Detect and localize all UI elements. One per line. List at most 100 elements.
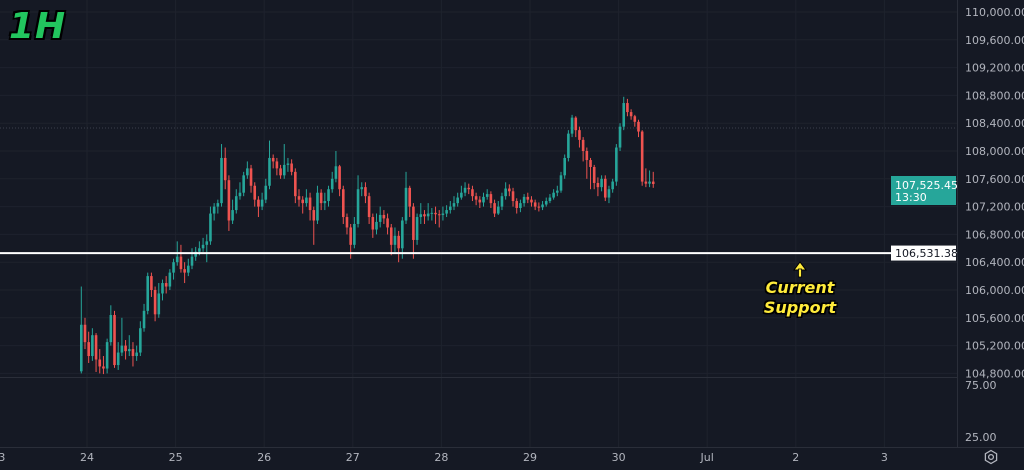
candle-body: [537, 206, 541, 208]
candle-body: [356, 189, 360, 224]
candle: [445, 205, 448, 218]
candle: [150, 272, 153, 297]
price-tick-label: 106,400.00: [965, 256, 1024, 269]
candle: [585, 147, 589, 179]
candle: [242, 171, 245, 197]
candle: [253, 182, 257, 207]
candle-body: [489, 194, 493, 204]
candle: [471, 185, 474, 202]
candle-body: [83, 324, 87, 343]
candle-body: [297, 196, 301, 200]
candle: [581, 137, 585, 162]
candle: [83, 317, 87, 350]
candle-body: [257, 199, 260, 207]
candle-body: [231, 210, 234, 221]
candle: [168, 269, 172, 290]
candle-body: [183, 269, 186, 273]
price-tick-label: 105,600.00: [965, 312, 1024, 325]
candle-body: [209, 213, 212, 242]
candle-body: [386, 218, 389, 228]
candle: [578, 126, 581, 148]
candle-body: [131, 349, 135, 357]
price-tick-label: 108,400.00: [965, 117, 1024, 130]
candle: [511, 187, 515, 207]
candle: [190, 248, 194, 270]
candle: [404, 171, 408, 224]
candle: [423, 210, 426, 224]
candle: [279, 164, 282, 179]
candle-body: [522, 196, 526, 204]
candle-body: [556, 190, 559, 193]
candle-body: [312, 210, 316, 221]
candle: [120, 317, 124, 357]
candle: [205, 234, 209, 263]
candle-body: [530, 199, 533, 203]
candle-body: [223, 157, 227, 181]
time-tick-label: 2: [792, 451, 799, 464]
candle: [297, 189, 301, 207]
candle-body: [279, 168, 282, 176]
candle-body: [120, 345, 124, 353]
candle-body: [367, 196, 371, 218]
candle: [264, 178, 268, 204]
candle: [364, 182, 367, 204]
candle: [437, 210, 441, 228]
candle-body: [253, 185, 257, 200]
candle: [146, 272, 150, 315]
candle-body: [249, 168, 253, 186]
candle: [537, 202, 541, 212]
candle-body: [541, 204, 544, 208]
candle-body: [349, 227, 352, 245]
candle: [327, 185, 330, 207]
candle-body: [640, 131, 644, 182]
candle-body: [478, 199, 482, 203]
candle: [249, 164, 253, 193]
candle-body: [234, 196, 238, 211]
candle-body: [268, 157, 271, 186]
candle: [378, 206, 382, 228]
candle: [449, 201, 452, 214]
candle: [519, 199, 522, 213]
candle: [485, 189, 489, 200]
candle: [651, 171, 655, 188]
candle-body: [109, 315, 113, 343]
candle: [482, 192, 485, 207]
candle-body: [603, 178, 607, 198]
candle-body: [485, 194, 489, 197]
candle-body: [246, 168, 249, 176]
candle: [257, 196, 260, 218]
candle-body: [419, 214, 423, 218]
candle: [637, 119, 640, 138]
candle-body: [578, 130, 581, 140]
candle-body: [105, 342, 109, 369]
candle-body: [216, 203, 220, 207]
gear-icon[interactable]: [983, 449, 999, 465]
candle-body: [552, 192, 555, 198]
time-axis[interactable]: 2324252627282930Jul23: [0, 451, 888, 464]
candle: [227, 175, 231, 231]
candle: [246, 161, 249, 179]
candle-body: [220, 157, 223, 204]
time-tick-label: Jul: [700, 451, 714, 464]
candle-body: [150, 276, 153, 290]
candle-body: [341, 189, 345, 218]
candle: [286, 157, 290, 172]
candle: [648, 170, 651, 188]
candle: [611, 178, 614, 193]
price-axis[interactable]: 110,000.00 109,600.00 109,200.00 108,800.00…: [965, 6, 1024, 380]
candle: [441, 206, 445, 221]
candle: [508, 184, 511, 197]
candle-body: [264, 185, 268, 200]
timeframe-label: 1H: [9, 6, 67, 47]
candle: [386, 213, 389, 235]
candle-body: [212, 206, 216, 214]
candle: [615, 144, 618, 186]
candle-body: [142, 310, 146, 329]
candle-body: [127, 349, 131, 352]
candle-body: [301, 199, 304, 204]
candles: [80, 96, 655, 375]
candle: [113, 310, 116, 368]
candle-body: [460, 192, 463, 198]
candle: [323, 192, 327, 211]
